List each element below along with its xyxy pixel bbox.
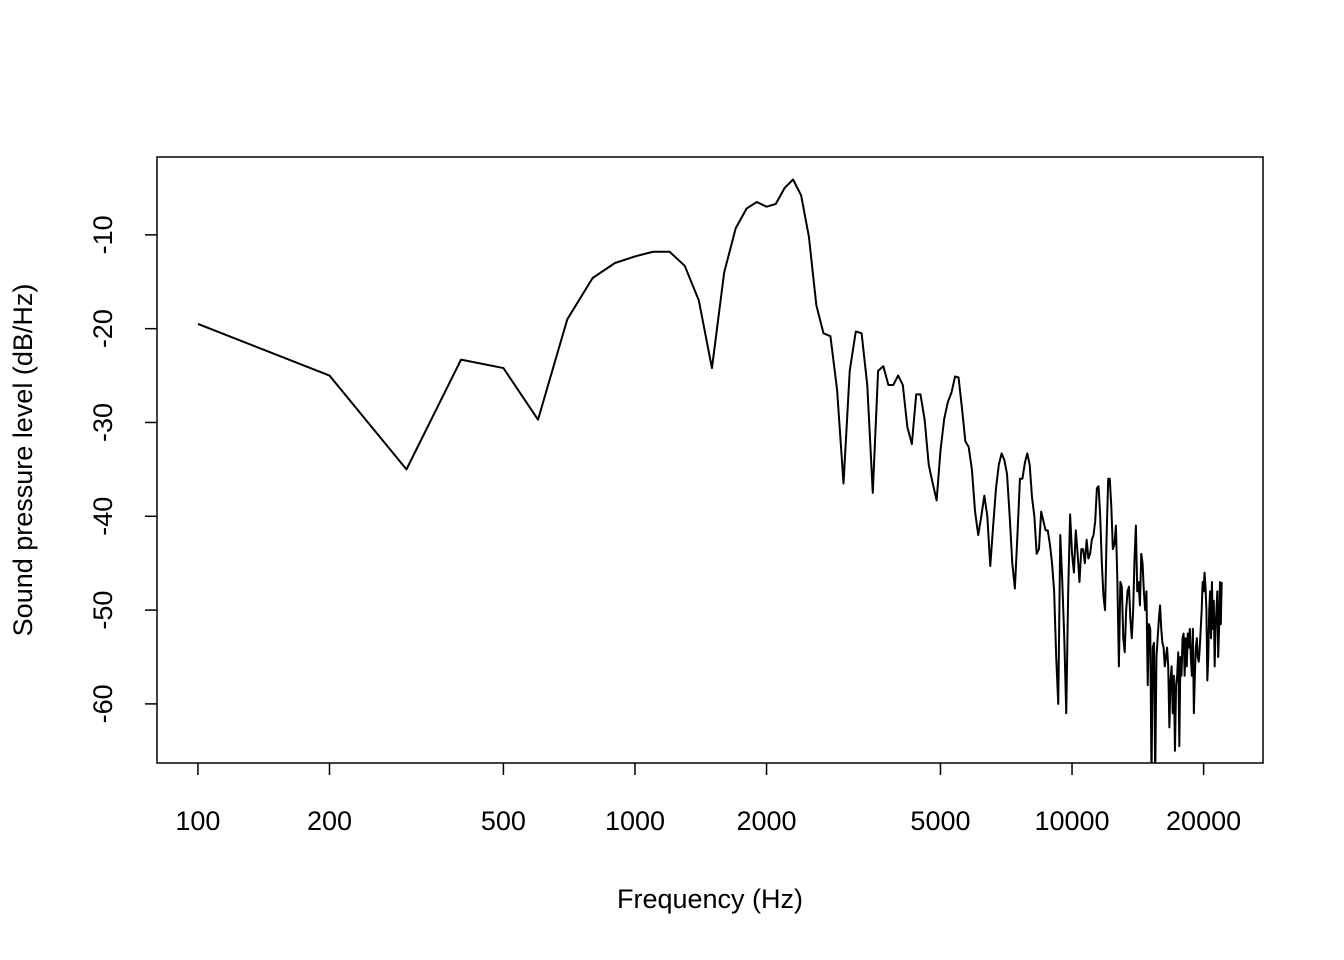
y-tick-label: -20 <box>88 309 118 348</box>
x-tick-label: 1000 <box>605 806 665 836</box>
y-tick-label: -40 <box>88 497 118 536</box>
y-tick-label: -60 <box>88 684 118 723</box>
x-tick-label: 500 <box>481 806 526 836</box>
y-axis-title: Sound pressure level (dB/Hz) <box>8 284 38 637</box>
x-tick-label: 200 <box>307 806 352 836</box>
plot-box <box>156 156 1264 764</box>
spectrum-line <box>197 178 1223 763</box>
x-axis-title: Frequency (Hz) <box>617 884 803 914</box>
y-tick-label: -10 <box>88 215 118 254</box>
x-tick-label: 2000 <box>737 806 797 836</box>
x-tick-label: 10000 <box>1034 806 1109 836</box>
x-tick-label: 100 <box>175 806 220 836</box>
x-tick-label: 5000 <box>910 806 970 836</box>
x-tick-label: 20000 <box>1166 806 1241 836</box>
y-tick-label: -50 <box>88 591 118 630</box>
y-tick-label: -30 <box>88 403 118 442</box>
